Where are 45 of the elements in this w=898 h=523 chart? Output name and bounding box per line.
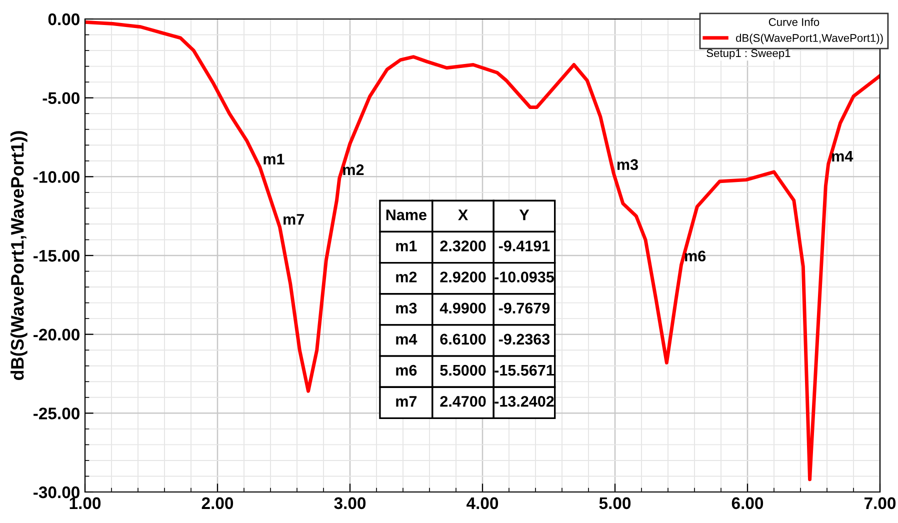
y-tick-label: -10.00 — [34, 171, 80, 183]
y-tick-label: -25.00 — [34, 408, 80, 420]
y-tick-label: -5.00 — [42, 92, 80, 104]
legend-label: dB(S(WavePort1,WavePort1)) — [736, 34, 883, 44]
x-tick-label: 4.00 — [466, 497, 498, 510]
x-tick-label: 3.00 — [334, 497, 366, 510]
annotation: 2.4700 — [440, 396, 486, 407]
legend-title: Curve Info — [768, 18, 820, 26]
annotation: Setup1 : Sweep1 — [706, 49, 790, 60]
annotation: m7 — [284, 214, 304, 225]
x-tick-label: 5.00 — [599, 497, 631, 510]
annotation: m6 — [685, 250, 706, 262]
annotation: -9.2363 — [498, 334, 550, 345]
annotation: Name — [386, 210, 426, 220]
y-tick-label: -15.00 — [34, 250, 80, 262]
x-tick-label: 7.00 — [864, 497, 896, 510]
annotation: X — [458, 210, 468, 220]
y-tick-label: -20.00 — [34, 328, 80, 341]
annotation: m1 — [396, 240, 417, 252]
y-axis-title: dB(S(WavePort1,WavePort1)) — [10, 131, 28, 380]
annotation: m4 — [396, 334, 418, 344]
annotation: -15.5671 — [494, 364, 554, 376]
annotation: -13.2402 — [494, 396, 554, 407]
annotation: m6 — [396, 364, 417, 376]
annotation: Y — [519, 210, 530, 220]
y-tick-label: 0.00 — [48, 13, 80, 26]
x-tick-label: 6.00 — [732, 497, 764, 510]
x-tick-label: 2.00 — [202, 497, 234, 510]
x-tick-label: 1.00 — [70, 497, 101, 510]
y-tick-label: -30.00 — [34, 486, 80, 498]
annotation: 2.9200 — [440, 272, 486, 282]
annotation: -9.4191 — [498, 240, 550, 252]
annotation: m2 — [396, 272, 417, 282]
annotation: -9.7679 — [498, 302, 550, 314]
annotation: m3 — [617, 159, 638, 170]
annotation: m7 — [396, 396, 417, 407]
annotation: 2.3200 — [440, 240, 486, 252]
annotation: m4 — [832, 150, 854, 162]
annotation: -10.0935 — [494, 272, 554, 282]
annotation: m1 — [264, 154, 284, 164]
annotation: m3 — [396, 302, 417, 314]
annotation: 4.9900 — [440, 302, 486, 314]
annotation: 5.5000 — [440, 364, 486, 376]
annotation: 6.6100 — [440, 334, 486, 345]
annotation: m2 — [343, 164, 364, 175]
